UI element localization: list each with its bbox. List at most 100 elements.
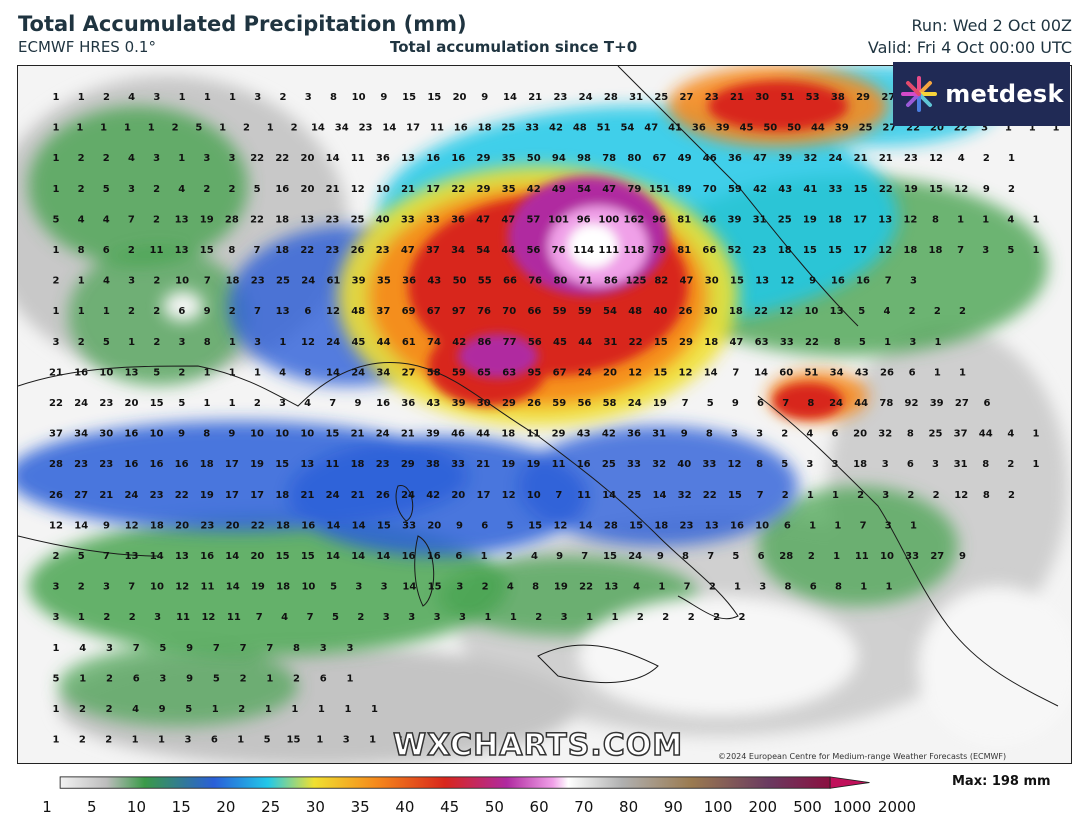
precip-value: 4	[883, 306, 890, 317]
precip-value: 22	[250, 214, 264, 225]
precip-value: 7	[256, 612, 263, 623]
precip-value: 46	[702, 214, 716, 225]
precip-value: 18	[150, 520, 164, 531]
precip-value: 2	[713, 612, 720, 623]
precip-value: 24	[401, 490, 415, 501]
precip-value: 36	[376, 153, 390, 164]
precip-value: 2	[240, 673, 247, 684]
precip-value: 23	[150, 490, 164, 501]
precip-value: 2	[688, 612, 695, 623]
precip-value: 6	[103, 245, 110, 256]
precip-value: 78	[602, 153, 616, 164]
precip-value: 6	[907, 459, 914, 470]
precip-value: 18	[704, 337, 718, 348]
precip-value: 76	[528, 276, 542, 287]
map-canvas: 1 1 2 4 3 1 1 1 3 2 3 8 10 9 15 15 20 9 14 21 23 24 28 31 25 27 23…	[18, 66, 1071, 763]
precip-value: 16	[451, 153, 465, 164]
precip-value: 3	[179, 337, 186, 348]
precip-value: 7	[684, 582, 691, 593]
precip-value: 1	[1033, 214, 1040, 225]
precip-value: 31	[652, 429, 666, 440]
precip-value: 44	[476, 429, 490, 440]
precip-value: 12	[502, 490, 516, 501]
precip-value: 6	[304, 306, 311, 317]
precip-value: 3	[106, 643, 113, 654]
precip-value: 111	[598, 245, 619, 256]
precip-value: 6	[831, 429, 838, 440]
precip-value: 51	[804, 367, 818, 378]
precip-value: 17	[426, 184, 440, 195]
precip-value: 1	[934, 367, 941, 378]
precip-value: 18	[501, 429, 515, 440]
precip-value: 34	[830, 367, 844, 378]
precip-value: 7	[682, 398, 689, 409]
precip-value: 66	[527, 306, 541, 317]
precip-value: 3	[53, 337, 60, 348]
precip-value: 9	[204, 306, 211, 317]
precip-value: 5	[264, 735, 271, 746]
precip-value: 23	[325, 214, 339, 225]
precip-value: 10	[301, 582, 315, 593]
precip-value: 22	[579, 582, 593, 593]
precip-value: 24	[628, 551, 642, 562]
precip-value: 8	[932, 214, 939, 225]
precip-value: 6	[984, 398, 991, 409]
legend-tick: 70	[574, 798, 594, 816]
precip-value: 3	[910, 276, 917, 287]
precip-value: 50	[453, 276, 467, 287]
precip-value: 31	[629, 92, 643, 103]
precip-value: 14	[351, 551, 365, 562]
precip-value: 9	[456, 520, 463, 531]
precip-value: 4	[1007, 214, 1014, 225]
precip-value: 1	[219, 123, 226, 134]
precip-value: 13	[276, 306, 290, 317]
precip-value: 14	[704, 367, 718, 378]
run-label: Run: Wed 2 Oct 00Z	[911, 16, 1072, 35]
precip-value: 6	[810, 582, 817, 593]
precip-value: 20	[453, 92, 467, 103]
precip-value: 10	[150, 582, 164, 593]
legend-tick: 500	[793, 798, 822, 816]
precip-value: 14	[326, 551, 340, 562]
precip-value: 47	[476, 214, 490, 225]
precip-value: 4	[78, 214, 85, 225]
precip-value: 81	[677, 214, 691, 225]
precip-value: 1	[76, 123, 83, 134]
precip-value: 3	[456, 582, 463, 593]
precip-value: 5	[103, 184, 110, 195]
precip-value: 10	[175, 276, 189, 287]
precip-value: 95	[527, 367, 541, 378]
precip-value: 24	[628, 398, 642, 409]
precip-value: 5	[213, 673, 220, 684]
precip-value: 22	[49, 398, 63, 409]
precip-value: 45	[553, 337, 567, 348]
precip-value: 20	[853, 429, 867, 440]
precip-value: 66	[702, 245, 716, 256]
precip-value: 15	[629, 520, 643, 531]
precip-value: 12	[553, 520, 567, 531]
precip-value: 4	[178, 184, 185, 195]
precip-value: 2	[78, 582, 85, 593]
precip-value: 44	[854, 398, 868, 409]
precip-value: 16	[427, 551, 441, 562]
precip-value: 15	[427, 92, 441, 103]
precip-value: 2	[172, 123, 179, 134]
precip-value: 24	[579, 92, 593, 103]
precip-value: 1	[807, 490, 814, 501]
precip-value: 2	[739, 612, 746, 623]
precip-value: 92	[905, 398, 919, 409]
precip-value: 2	[106, 673, 113, 684]
precip-value: 1	[53, 704, 60, 715]
precip-value: 1	[78, 306, 85, 317]
precip-value: 4	[279, 367, 286, 378]
precip-value: 1	[103, 306, 110, 317]
precip-value: 16	[831, 276, 845, 287]
precip-value: 2	[103, 612, 110, 623]
precip-value: 16	[124, 459, 138, 470]
precip-value: 35	[502, 153, 516, 164]
precip-value: 1	[100, 123, 107, 134]
precip-value: 3	[981, 123, 988, 134]
precip-value: 53	[806, 92, 820, 103]
precip-value: 1	[212, 704, 219, 715]
precip-value: 1	[935, 337, 942, 348]
